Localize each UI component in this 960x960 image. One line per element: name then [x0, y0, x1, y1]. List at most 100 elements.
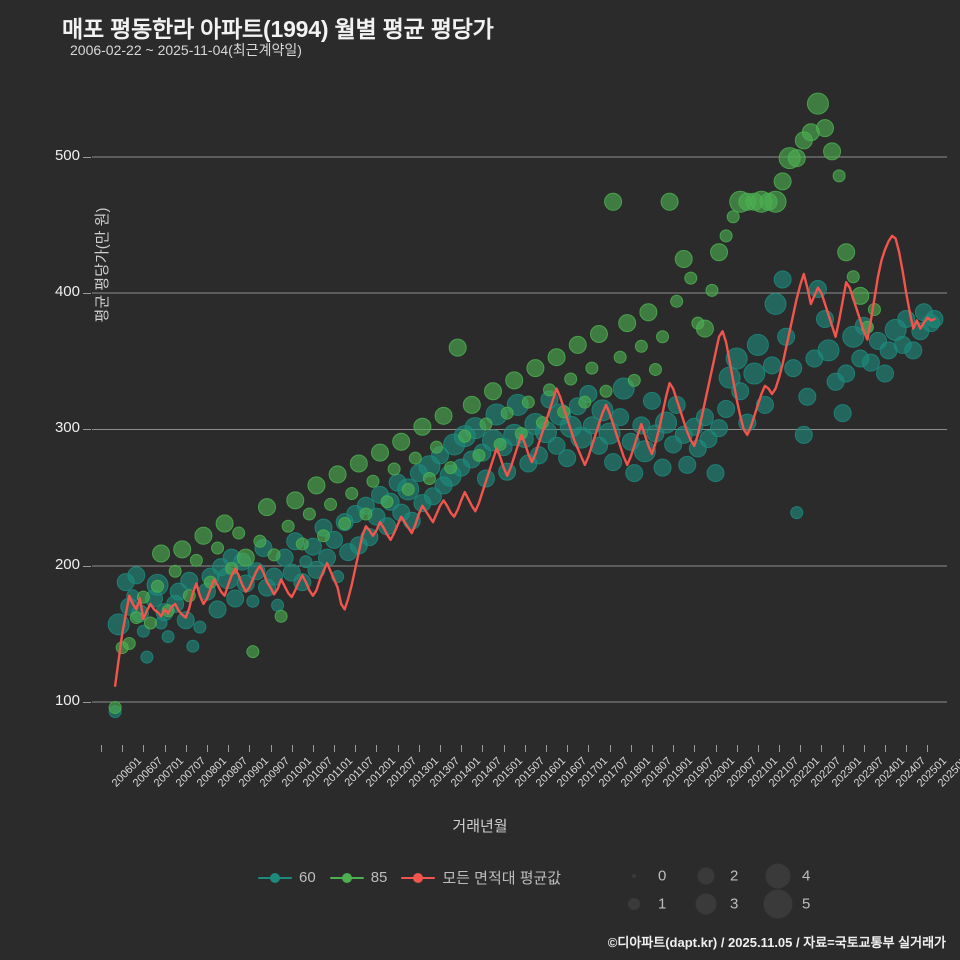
legend-size-label: 3: [730, 895, 739, 913]
data-point: [371, 443, 389, 462]
data-point: [462, 395, 481, 414]
data-point: [784, 359, 803, 378]
x-tick-mark: [143, 745, 145, 752]
data-point: [349, 454, 368, 473]
x-tick-mark: [291, 745, 293, 752]
x-tick-mark: [482, 745, 484, 752]
data-point: [639, 303, 658, 322]
data-point: [599, 384, 613, 398]
x-tick-mark: [694, 745, 696, 752]
data-point: [345, 487, 359, 501]
data-point: [806, 92, 829, 115]
data-point: [725, 347, 748, 370]
data-point: [815, 119, 834, 138]
legend-size-dot: [695, 893, 717, 915]
data-point: [448, 338, 467, 357]
data-point: [299, 555, 313, 569]
data-point: [444, 461, 458, 475]
legend-item-label: 85: [370, 869, 388, 886]
x-axis-title: 거래년월: [452, 818, 508, 835]
data-point: [578, 395, 592, 409]
data-point: [837, 243, 856, 262]
data-point: [143, 616, 157, 630]
data-point: [526, 359, 545, 378]
data-point: [108, 701, 122, 715]
legend-item-label: 60: [299, 869, 316, 886]
data-point: [633, 440, 656, 463]
chart-legend: 60 85 모든 면적대 평균값 0 1 2 3 4 5: [0, 862, 960, 924]
data-point: [430, 440, 444, 454]
x-tick-mark: [545, 745, 547, 752]
data-point: [232, 526, 246, 540]
data-point: [695, 319, 714, 338]
data-point: [387, 462, 401, 476]
x-tick-mark: [461, 745, 463, 752]
data-point: [755, 395, 774, 414]
data-point: [484, 382, 503, 401]
data-point: [359, 507, 373, 521]
data-point: [787, 149, 806, 168]
legend-size-dot: [763, 889, 793, 919]
data-point: [434, 406, 453, 425]
data-point: [625, 464, 644, 483]
data-point: [505, 371, 524, 390]
data-point: [498, 462, 517, 481]
data-point: [246, 645, 260, 659]
x-tick-mark: [588, 745, 590, 752]
data-point: [613, 350, 627, 364]
data-point: [876, 364, 895, 383]
x-tick-mark: [355, 745, 357, 752]
data-point: [413, 417, 432, 436]
data-point: [401, 482, 415, 496]
data-point: [764, 190, 787, 213]
scatter-series: [107, 270, 944, 719]
x-tick-mark: [863, 745, 865, 752]
x-tick-mark: [842, 745, 844, 752]
data-point: [764, 293, 787, 316]
legend-item-3[interactable]: 모든 면적대 평균값: [401, 867, 561, 888]
data-point: [295, 537, 309, 551]
x-tick-mark: [418, 745, 420, 752]
data-point: [656, 330, 670, 344]
data-point: [642, 391, 661, 410]
data-point: [547, 348, 566, 367]
data-point: [161, 630, 175, 644]
y-tick-mark: [83, 565, 91, 567]
data-point: [706, 464, 725, 483]
data-point: [246, 594, 260, 608]
data-point: [236, 548, 255, 567]
x-tick-mark: [185, 745, 187, 752]
data-point: [423, 487, 442, 506]
data-point: [564, 372, 578, 386]
x-tick-mark: [206, 745, 208, 752]
data-point: [719, 229, 733, 243]
data-point: [837, 364, 856, 383]
legend-size-label: 4: [802, 867, 811, 885]
data-point: [604, 192, 623, 211]
legend-size-dot: [632, 874, 636, 878]
legend-size-dot: [765, 863, 791, 889]
legend-size-label: 5: [802, 895, 811, 913]
y-tick-label: 100: [54, 692, 80, 710]
data-point: [186, 639, 200, 653]
legend-swatch-icon: [258, 871, 292, 885]
data-point: [904, 341, 923, 360]
data-point: [472, 448, 486, 462]
legend-series-group: 60 85 모든 면적대 평균값: [258, 867, 575, 888]
data-point: [328, 465, 347, 484]
data-point: [316, 529, 330, 543]
data-point: [274, 609, 288, 623]
data-point: [695, 408, 714, 427]
x-tick-mark: [567, 745, 569, 752]
data-point: [136, 624, 150, 638]
data-point: [318, 548, 337, 567]
legend-item-1[interactable]: 60: [258, 869, 316, 886]
data-point: [627, 373, 641, 387]
x-tick-mark: [630, 745, 632, 752]
data-point: [194, 526, 213, 545]
data-point: [215, 514, 234, 533]
data-point: [833, 404, 852, 423]
x-tick-mark: [779, 745, 781, 752]
legend-item-2[interactable]: 85: [329, 869, 388, 886]
data-point: [129, 611, 143, 625]
